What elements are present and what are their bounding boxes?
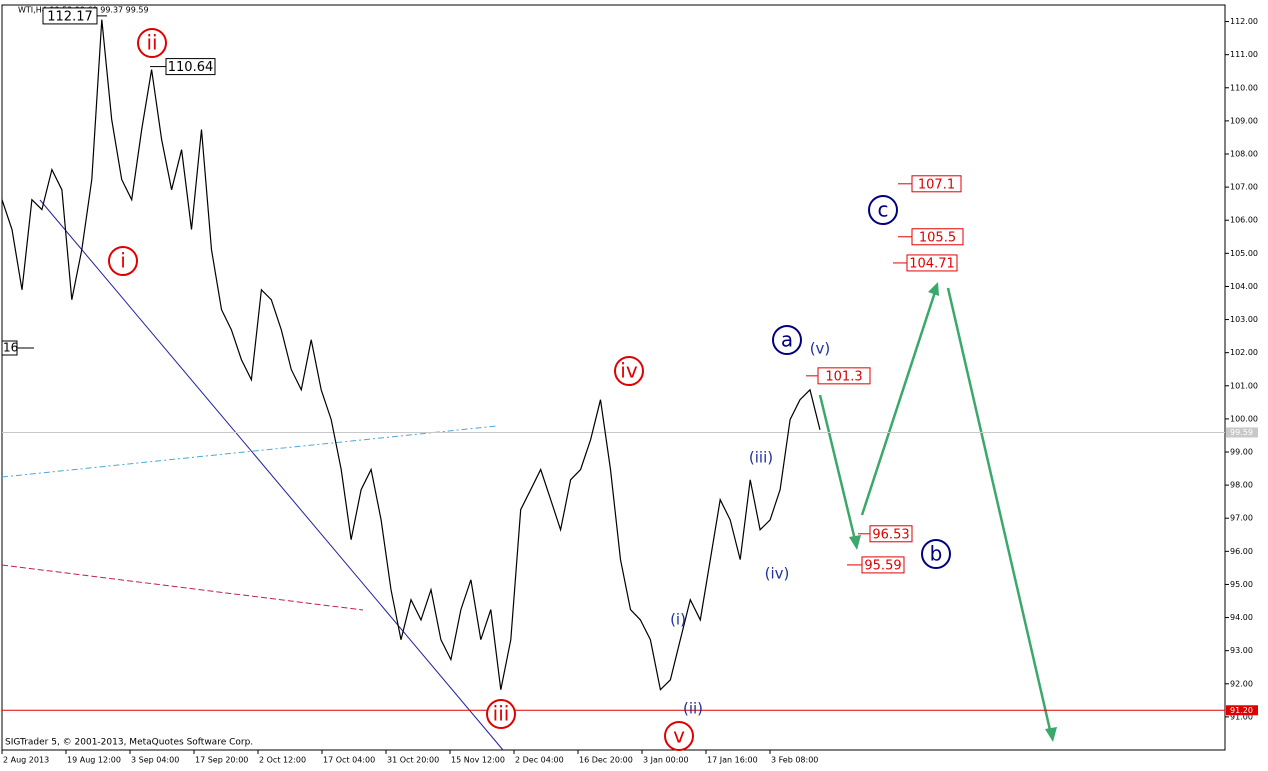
wave-label: (iv): [765, 565, 790, 583]
price-box: [165, 58, 216, 76]
price-box-label: 96.53: [872, 527, 909, 542]
plot-frame: [1, 4, 1226, 751]
y-tick-label: 112.00: [1230, 17, 1258, 26]
x-tick-label: 2 Aug 2013: [3, 756, 49, 765]
y-tick-label: 110.00: [1230, 83, 1258, 92]
wave-circle: [108, 246, 138, 276]
y-tick-label: 99.00: [1230, 448, 1253, 457]
y-tick-label: 108.00: [1230, 150, 1258, 159]
x-tick-label: 19 Aug 12:00: [67, 756, 121, 765]
x-tick-label: 2 Oct 12:00: [259, 756, 306, 765]
price-box-label: 95.59: [864, 558, 901, 573]
y-tick-label: 109.00: [1230, 116, 1258, 125]
wave-label: b: [930, 542, 943, 566]
wave-circle: [137, 28, 167, 58]
x-tick-label: 17 Oct 04:00: [323, 756, 375, 765]
wave-circle: [486, 699, 516, 729]
wave-label: (ii): [683, 700, 703, 718]
wave-circle: [772, 325, 802, 355]
x-tick-label: 16 Dec 20:00: [579, 756, 633, 765]
price-box: [861, 556, 905, 574]
wave-label: a: [781, 328, 793, 352]
channel-line: [1, 425, 498, 478]
x-tick-label: 15 Nov 12:00: [451, 756, 505, 765]
price-box: [42, 7, 98, 25]
x-tick-label: 3 Jan 00:00: [643, 756, 689, 765]
y-tick-label: 97.00: [1230, 514, 1253, 523]
x-tick-label: 31 Oct 20:00: [387, 756, 439, 765]
wave-circle: [921, 539, 951, 569]
price-box: [911, 175, 962, 193]
y-tick-label: 111.00: [1230, 50, 1258, 59]
wave-label: iii: [493, 702, 510, 726]
y-tick-label: 101.00: [1230, 381, 1258, 390]
bid-label-bg: [1226, 427, 1258, 438]
x-tick-label: 17 Sep 20:00: [195, 756, 248, 765]
y-tick-label: 106.00: [1230, 216, 1258, 225]
price-box: [906, 254, 958, 272]
wave-label: (v): [810, 340, 831, 358]
price-box-label: 107.1: [918, 177, 955, 192]
bid-label: 99.59: [1230, 428, 1253, 437]
price-box-label: 110.64: [168, 60, 214, 75]
y-tick-label: 104.00: [1230, 282, 1258, 291]
y-tick-label: 91.00: [1230, 712, 1253, 721]
wave-label: (iii): [749, 449, 773, 467]
projection-arrows: [818, 282, 1057, 742]
support-label: 91.20: [1230, 706, 1253, 715]
wave-circle: [614, 356, 644, 386]
y-tick-label: 94.00: [1230, 613, 1253, 622]
x-tick-label: 17 Jan 16:00: [707, 756, 758, 765]
y-tick-label: 93.00: [1230, 646, 1253, 655]
wave-label: v: [673, 724, 685, 748]
x-tick-label: 2 Dec 04:00: [515, 756, 564, 765]
y-tick-label: 92.00: [1230, 679, 1253, 688]
price-box-label: 101.3: [825, 369, 862, 384]
left-label: 16: [3, 341, 18, 355]
y-tick-label: 100.00: [1230, 414, 1258, 423]
y-tick-label: 103.00: [1230, 315, 1258, 324]
wave-label: iv: [620, 359, 638, 383]
y-tick-label: 98.00: [1230, 481, 1253, 490]
footer: SIGTrader 5, © 2001-2013, MetaQuotes Sof…: [5, 738, 253, 748]
y-tick-label: 107.00: [1230, 183, 1258, 192]
price-line: [1, 19, 821, 691]
channel-line: [1, 564, 364, 611]
trend-line: [39, 199, 504, 751]
x-tick-label: 3 Feb 08:00: [771, 756, 818, 765]
wave-label: c: [878, 198, 889, 222]
support-label-bg: [1226, 705, 1258, 716]
price-box-label: 104.71: [909, 256, 955, 271]
y-tick-label: 105.00: [1230, 249, 1258, 258]
x-tick-label: 3 Sep 04:00: [131, 756, 179, 765]
y-tick-label: 95.00: [1230, 580, 1253, 589]
price-box: [817, 367, 871, 385]
price-box-label: 105.5: [919, 230, 956, 245]
price-box-label: 112.17: [47, 9, 93, 24]
wave-label: ii: [146, 31, 157, 55]
wave-circle: [664, 721, 694, 751]
y-tick-label: 102.00: [1230, 348, 1258, 357]
wave-label: (i): [670, 611, 686, 629]
y-tick-label: 96.00: [1230, 547, 1253, 556]
price-box: [911, 228, 964, 246]
price-box: [869, 525, 913, 543]
wave-circle: [868, 195, 898, 225]
wave-label: i: [120, 249, 126, 273]
